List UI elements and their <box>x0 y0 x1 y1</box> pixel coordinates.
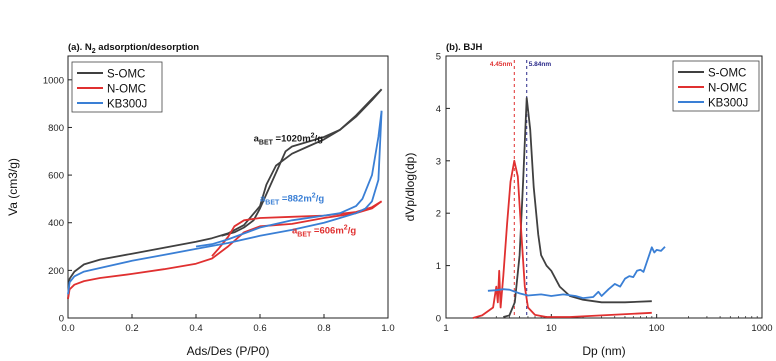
panel-a-bet-annotation: aBET =606m2/g <box>292 224 356 238</box>
panel-a-bet-annotation: aBET =1020m2/g <box>254 133 324 147</box>
panel-b-x-tick-label: 100 <box>649 323 665 334</box>
panel-a-y-tick-label: 400 <box>48 218 64 229</box>
panel-a-x-tick-label: 0.4 <box>189 323 202 334</box>
panel-a-series-n-omc-adsorption <box>67 200 383 300</box>
panel-a-y-tick-label: 600 <box>48 171 64 182</box>
panel-b-y-tick-label: 4 <box>436 104 441 115</box>
panel-b-x-tick-label: 1000 <box>751 323 772 334</box>
panel-a-x-tick-label: 0.2 <box>125 323 138 334</box>
panel-b-y-tick-label: 3 <box>436 156 441 167</box>
panel-a-y-tick-label: 800 <box>48 123 64 134</box>
panel-b-y-tick-label: 2 <box>436 209 441 220</box>
panel-a-x-tick-label: 0.8 <box>317 323 330 334</box>
panel-a-plot-frame <box>67 55 389 319</box>
panel-b-legend-label: N-OMC <box>708 83 747 95</box>
panel-b-x-tick-label: 10 <box>546 323 557 334</box>
panel-b-x-tick-label: 1 <box>443 323 448 334</box>
panel-b-y-tick-label: 1 <box>436 261 441 272</box>
panel-a-annotations: aBET =1020m2/g aBET =882m2/g aBET =606m2/g <box>254 133 357 239</box>
panel-b-plot-frame <box>445 55 763 319</box>
panel-a-isotherm: (a). N2 adsorption/desorption 0 200 400 600… <box>6 42 395 358</box>
panel-a-legend-label: N-OMC <box>107 84 146 96</box>
panel-b-y-tick-label: 0 <box>436 314 441 325</box>
panel-b-reference-label: 4.45nm <box>490 61 513 68</box>
panel-b-series-n-omc <box>472 159 652 319</box>
panel-a-series-kb300j-desorption <box>195 110 383 248</box>
panel-b-reference-label: 5.84nm <box>529 61 552 68</box>
panel-a-legend-label: KB300J <box>107 99 147 111</box>
panel-a-x-tick-label: 0.0 <box>61 323 74 334</box>
panel-b-x-axis: 1 10 100 1000 <box>443 314 773 334</box>
panel-a-y-tick-label: 0 <box>59 314 64 325</box>
panel-b-series-s-omc <box>503 97 652 318</box>
panel-a-legend: S-OMC N-OMC KB300J <box>71 61 163 113</box>
panel-a-y-tick-label: 1000 <box>43 75 64 86</box>
panel-b-legend-label: S-OMC <box>708 68 746 80</box>
panel-a-series-s-omc-adsorption <box>67 88 383 299</box>
panel-b-y-axis-label: dVp/dlog(dp) <box>403 153 417 222</box>
panel-a-series-s-omc-desorption <box>221 88 383 237</box>
panel-a-series-group <box>67 88 383 300</box>
panel-b-y-tick-label: 5 <box>436 52 441 63</box>
panel-b-series-kb300j <box>487 246 666 299</box>
panel-a-legend-label: S-OMC <box>107 69 145 81</box>
panel-a-x-tick-label: 0.6 <box>253 323 266 334</box>
panel-a-x-axis: 0.0 0.2 0.4 0.6 0.8 1.0 <box>61 314 395 334</box>
panel-a-y-axis: 0 200 400 600 800 1000 <box>43 75 72 325</box>
panel-a-bet-annotation: aBET =882m2/g <box>260 192 324 206</box>
panel-b-title: (b). BJH <box>446 42 483 53</box>
panel-b-legend: S-OMC N-OMC KB300J <box>672 60 760 112</box>
panel-a-y-axis-label: Va (cm3/g) <box>6 158 20 216</box>
panel-b-x-axis-label: Dp (nm) <box>582 344 625 358</box>
panel-b-legend-label: KB300J <box>708 98 748 110</box>
panel-b-series-group <box>472 97 666 319</box>
panel-a-x-tick-label: 1.0 <box>381 323 394 334</box>
panel-b-y-axis: 0 1 2 3 4 5 <box>436 52 450 325</box>
panel-a-y-tick-label: 200 <box>48 266 64 277</box>
panel-a-series-kb300j-adsorption <box>67 110 383 295</box>
panel-a-x-axis-label: Ads/Des (P/P0) <box>187 344 270 358</box>
panel-a-title: (a). N2 adsorption/desorption <box>68 42 199 55</box>
